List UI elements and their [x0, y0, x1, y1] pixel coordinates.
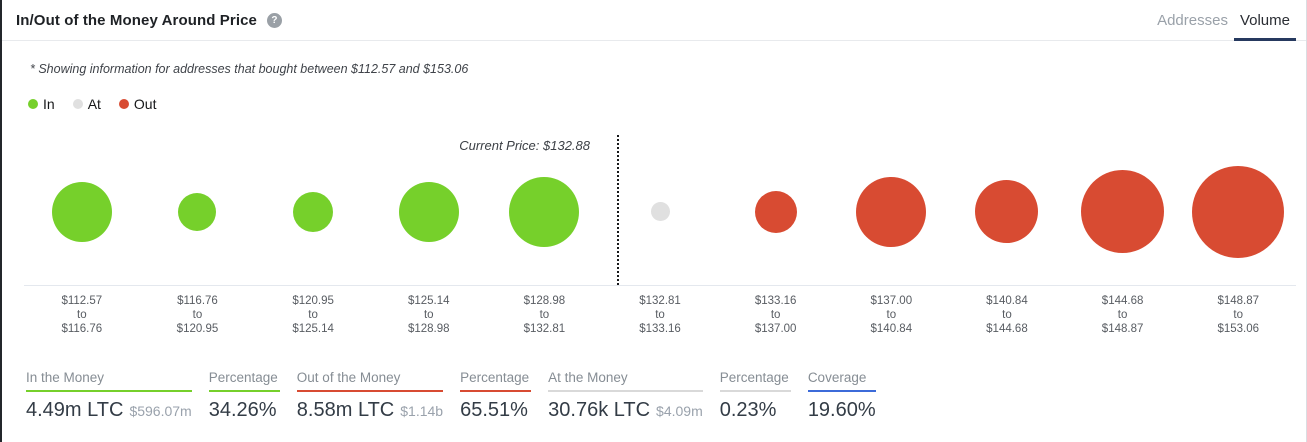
tab-addresses[interactable]: Addresses	[1157, 11, 1228, 29]
legend-item-at[interactable]: At	[72, 96, 101, 112]
stats-bar: In the Money 4.49m LTC $596.07m Percentage 3…	[26, 370, 1306, 422]
stat-value: 19.60%	[808, 399, 876, 422]
stat-out-of-the-money: Out of the Money 8.58m LTC $1.14b	[296, 370, 444, 422]
legend-item-label: In	[43, 96, 55, 112]
x-axis-tick-label: $125.14 to $128.98	[407, 295, 450, 335]
x-axis-tick-label: $128.98 to $132.81	[523, 295, 566, 335]
stat-percentage: Percentage 34.26%	[208, 370, 280, 422]
bubble-in[interactable]	[398, 181, 459, 242]
stat-percentage: Percentage 65.51%	[460, 370, 532, 422]
bubble-in[interactable]	[178, 192, 217, 231]
stat-label: Out of the Money	[296, 370, 444, 392]
stat-value-main: 19.60%	[807, 399, 876, 421]
stat-label: In the Money	[26, 370, 192, 392]
stat-value-main: 34.26%	[208, 399, 277, 421]
legend-dot-icon	[72, 99, 83, 109]
bubble-in[interactable]	[51, 181, 112, 242]
stat-value-main: 65.51%	[460, 399, 528, 421]
bubble-out[interactable]	[975, 180, 1039, 243]
x-axis-line	[24, 285, 1296, 286]
stat-value: 30.76k LTC $4.09m	[548, 399, 703, 422]
legend: In At Out	[28, 96, 1306, 112]
bubble-column	[140, 138, 256, 285]
bubble-column	[487, 138, 603, 285]
legend-item-label: Out	[133, 96, 157, 112]
x-axis-tick-label: $137.00 to $140.84	[870, 295, 913, 335]
help-icon[interactable]: ?	[266, 12, 282, 28]
bubble-column	[24, 138, 140, 285]
stat-value-secondary: $596.07m	[129, 403, 192, 419]
x-axis-labels: $112.57 to $116.76 $116.76 to $120.95 $120…	[24, 294, 1296, 336]
legend-item-in[interactable]: In	[28, 96, 55, 112]
stat-value-main: 4.49m LTC	[26, 399, 124, 421]
stat-label: Percentage	[719, 370, 791, 392]
bubble-column	[602, 138, 718, 285]
bubble-in[interactable]	[509, 176, 580, 247]
bubble-row	[24, 138, 1296, 285]
stat-value: 8.58m LTC $1.14b	[297, 399, 443, 422]
view-tabs: Addresses Volume	[1151, 0, 1296, 41]
stat-label: Percentage	[208, 370, 280, 392]
stat-value: 34.26%	[209, 399, 280, 422]
page-title: In/Out of the Money Around Price	[16, 11, 257, 29]
current-price-label: Current Price: $132.88	[459, 138, 590, 153]
bubble-out[interactable]	[856, 176, 927, 247]
stat-value-secondary: $1.14b	[400, 403, 444, 419]
bubble-column	[1180, 138, 1296, 285]
x-axis-tick-label: $140.84 to $144.68	[986, 295, 1028, 335]
bubble-column	[255, 138, 371, 285]
chart-header: In/Out of the Money Around Price ? Addre…	[2, 0, 1306, 41]
legend-item-out[interactable]: Out	[118, 96, 157, 112]
stat-value: 4.49m LTC $596.07m	[26, 399, 192, 422]
x-axis-tick-label: $148.87 to $153.06	[1217, 295, 1260, 335]
x-axis-tick-label: $120.95 to $125.14	[292, 295, 334, 335]
stat-label: Percentage	[460, 370, 532, 392]
legend-item-label: At	[87, 96, 101, 112]
bubble-at[interactable]	[650, 202, 670, 221]
x-axis-tick-label: $116.76 to $120.95	[176, 295, 219, 335]
current-price-line	[617, 135, 619, 285]
x-axis-tick-label: $133.16 to $137.00	[754, 295, 797, 335]
stat-label: Coverage	[807, 370, 876, 392]
bubble-column	[1065, 138, 1181, 285]
bubble-column	[718, 138, 834, 285]
bubble-out[interactable]	[754, 190, 797, 233]
range-note: * Showing information for addresses that…	[30, 62, 469, 76]
bubble-column	[949, 138, 1065, 285]
stat-value: 65.51%	[460, 399, 531, 422]
stat-at-the-money: At the Money 30.76k LTC $4.09m	[548, 370, 703, 422]
bubble-in[interactable]	[293, 191, 334, 232]
stat-value-secondary: $4.09m	[656, 403, 703, 419]
stat-percentage: Percentage 0.23%	[719, 370, 791, 422]
bubble-out[interactable]	[1081, 170, 1165, 253]
stat-value-main: 30.76k LTC	[548, 399, 651, 421]
bubble-column	[833, 138, 949, 285]
stat-value: 0.23%	[720, 399, 791, 422]
legend-dot-icon	[118, 99, 129, 109]
legend-dot-icon	[28, 99, 38, 109]
bubble-out[interactable]	[1192, 165, 1285, 258]
stat-label: At the Money	[548, 370, 703, 392]
bubble-column	[371, 138, 487, 285]
x-axis-tick-label: $132.81 to $133.16	[639, 295, 681, 335]
tab-volume[interactable]: Volume	[1233, 0, 1296, 41]
stat-in-the-money: In the Money 4.49m LTC $596.07m	[26, 370, 192, 422]
x-axis-tick-label: $112.57 to $116.76	[61, 295, 103, 335]
stat-coverage: Coverage 19.60%	[807, 370, 876, 422]
stat-value-main: 8.58m LTC	[296, 399, 395, 421]
x-axis-tick-label: $144.68 to $148.87	[1101, 295, 1144, 335]
bubble-chart: Current Price: $132.88 $112.57 to $116.7…	[2, 135, 1306, 336]
stat-value-main: 0.23%	[719, 399, 777, 421]
